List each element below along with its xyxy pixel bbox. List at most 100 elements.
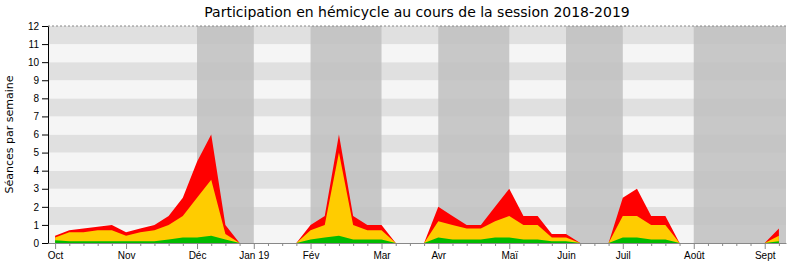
tick-mark <box>98 243 99 246</box>
tick-mark <box>140 243 141 246</box>
tick <box>154 243 155 246</box>
axis-line <box>48 27 49 244</box>
tick-mark <box>311 243 312 249</box>
tick <box>296 243 297 246</box>
tick: 8 <box>33 93 48 104</box>
tick-mark <box>651 243 652 246</box>
tick-mark <box>367 243 368 246</box>
tick: 0 <box>33 238 48 249</box>
tick-label: Sept <box>755 250 776 261</box>
tick-mark <box>665 243 666 246</box>
tick-mark <box>240 243 241 246</box>
tick-mark <box>169 243 170 246</box>
tick: 12 <box>28 21 48 32</box>
y-label: Séances par semaine <box>3 75 16 193</box>
tick: 4 <box>33 165 48 176</box>
tick-mark <box>765 243 766 249</box>
tick-mark <box>495 243 496 246</box>
tick <box>69 243 70 246</box>
tick: Juin <box>557 243 575 261</box>
tick: Nov <box>118 243 136 261</box>
stripe <box>48 116 786 134</box>
tick-mark <box>42 135 48 136</box>
tick-mark <box>382 243 383 249</box>
tick: 9 <box>33 75 48 86</box>
tick-mark <box>42 189 48 190</box>
tick <box>594 243 595 246</box>
tick-mark <box>353 243 354 246</box>
tick <box>112 243 113 246</box>
stripe <box>48 135 786 153</box>
tick-mark <box>580 243 581 246</box>
tick <box>169 243 170 246</box>
tick-mark <box>154 243 155 246</box>
stripe <box>48 80 786 98</box>
tick-mark <box>254 243 255 249</box>
tick-mark <box>339 243 340 246</box>
tick-mark <box>268 243 269 246</box>
tick <box>83 243 84 246</box>
tick <box>523 243 524 246</box>
tick <box>722 243 723 246</box>
area <box>55 135 779 244</box>
tick-mark <box>523 243 524 246</box>
tick-mark <box>694 243 695 249</box>
tick: 6 <box>33 129 48 140</box>
tick <box>467 243 468 246</box>
tick: 1 <box>33 220 48 231</box>
tick <box>779 243 780 246</box>
tick-mark <box>42 26 48 27</box>
tick-label: 11 <box>29 39 40 50</box>
tick <box>211 243 212 246</box>
tick <box>736 243 737 246</box>
tick-label: Oct <box>48 250 64 261</box>
tick-mark <box>481 243 482 246</box>
tick-mark <box>282 243 283 246</box>
tick <box>325 243 326 246</box>
tick <box>552 243 553 246</box>
tick-label: Avr <box>431 250 446 261</box>
tick-mark <box>538 243 539 246</box>
tick-label: Jan 19 <box>239 250 269 261</box>
tick-mark <box>509 243 510 249</box>
tick <box>367 243 368 246</box>
tick: 5 <box>33 147 48 158</box>
tick-mark <box>211 243 212 246</box>
tick-mark <box>296 243 297 246</box>
tick-mark <box>467 243 468 246</box>
tick-label: 8 <box>33 93 39 104</box>
tick-label: 7 <box>33 111 39 122</box>
tick <box>353 243 354 246</box>
tick <box>98 243 99 246</box>
tick-mark <box>594 243 595 246</box>
tick-mark <box>126 243 127 249</box>
tick-mark <box>708 243 709 246</box>
tick <box>637 243 638 246</box>
tick-mark <box>225 243 226 246</box>
tick <box>665 243 666 246</box>
tick-label: 2 <box>33 202 39 213</box>
top-line <box>48 26 786 27</box>
tick <box>651 243 652 246</box>
stripe <box>48 171 786 189</box>
x-axis: OctNovDécJan 19FévMarAvrMaïJuinJuilAoûtS… <box>48 243 787 261</box>
tick <box>140 243 141 246</box>
tick-label: Fév <box>303 250 320 261</box>
stripe <box>48 44 786 62</box>
tick-label: 5 <box>33 147 39 158</box>
tick <box>538 243 539 246</box>
area <box>55 236 779 243</box>
stripe <box>48 153 786 171</box>
tick-mark <box>396 243 397 246</box>
tick-mark <box>42 116 48 117</box>
tick: Mar <box>373 243 391 261</box>
tick-label: 12 <box>28 21 40 32</box>
chart: OctNovDécJan 19FévMarAvrMaïJuinJuilAoûtS… <box>0 0 800 267</box>
tick: Août <box>684 243 705 261</box>
tick: 10 <box>28 57 48 68</box>
tick: Fév <box>303 243 320 261</box>
tick-mark <box>42 153 48 154</box>
tick-label: 9 <box>33 75 39 86</box>
tick-mark <box>452 243 453 246</box>
tick <box>410 243 411 246</box>
